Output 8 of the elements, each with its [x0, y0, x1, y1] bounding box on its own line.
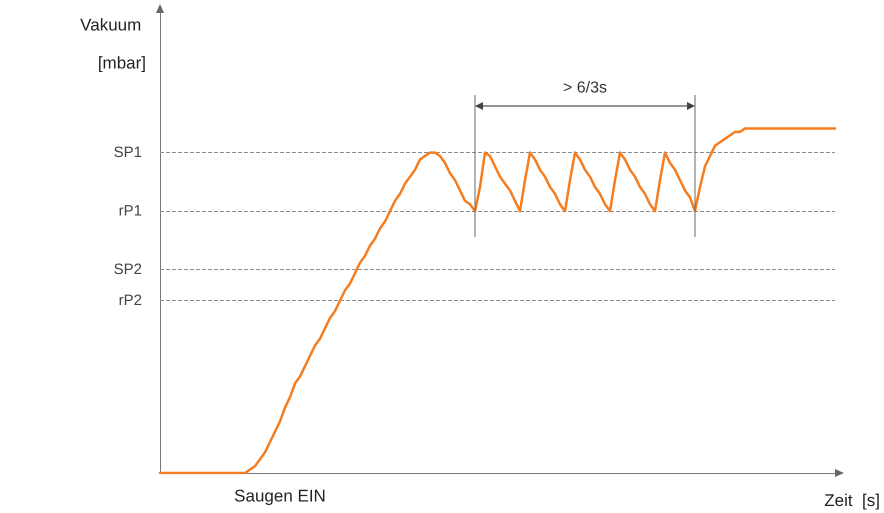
text: > 6/3s: [562, 80, 608, 96]
ref-line-label: rP1: [118, 202, 142, 220]
ref-line-label: rP2: [118, 292, 142, 310]
ref-line-label: SP2: [114, 261, 142, 278]
x-axis-title: Zeit [s]: [824, 491, 880, 510]
ref-line-label: SP1: [114, 144, 142, 162]
y-axis-title: Vakuum [mbar]: [80, 16, 146, 72]
text: Saugen EIN: [234, 486, 326, 506]
